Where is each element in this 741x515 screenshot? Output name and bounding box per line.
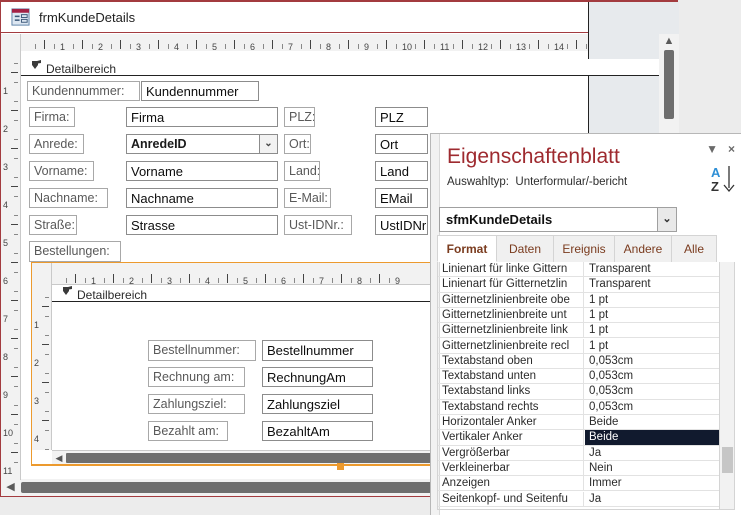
- svg-text:Z: Z: [711, 179, 719, 194]
- svg-text:A: A: [711, 165, 721, 180]
